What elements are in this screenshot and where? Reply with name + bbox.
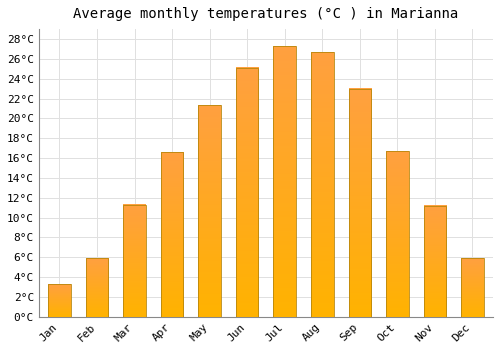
Bar xyxy=(86,258,108,317)
Bar xyxy=(311,52,334,317)
Bar xyxy=(386,151,408,317)
Bar xyxy=(161,152,184,317)
Bar xyxy=(48,284,70,317)
Bar xyxy=(198,105,221,317)
Bar xyxy=(124,205,146,317)
Bar xyxy=(424,206,446,317)
Bar xyxy=(348,89,371,317)
Bar xyxy=(274,46,296,317)
Bar xyxy=(461,258,483,317)
Title: Average monthly temperatures (°C ) in Marianna: Average monthly temperatures (°C ) in Ma… xyxy=(74,7,458,21)
Bar xyxy=(236,68,258,317)
